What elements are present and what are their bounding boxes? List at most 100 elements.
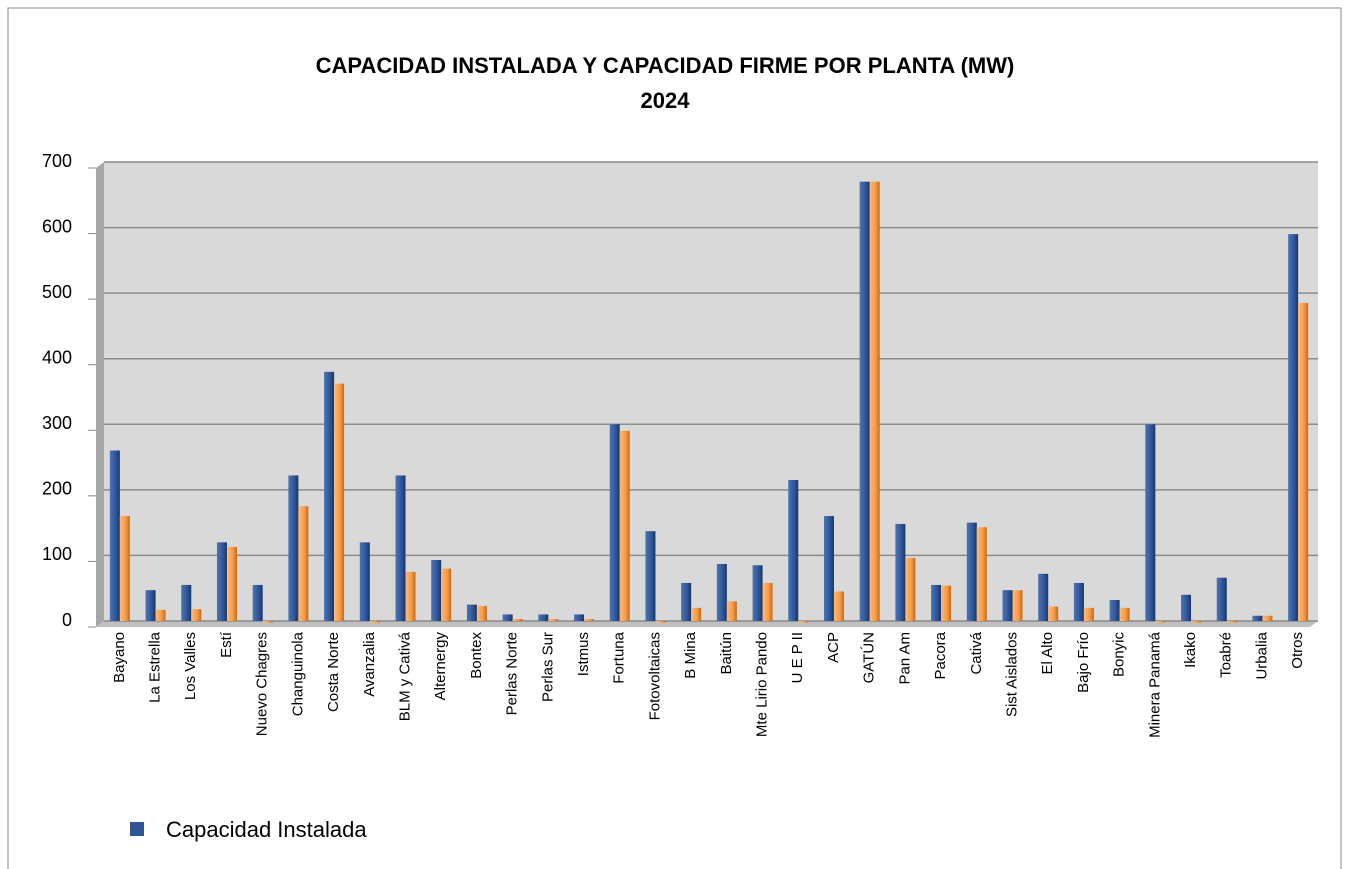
bar bbox=[726, 601, 737, 621]
bar bbox=[359, 542, 370, 621]
bar bbox=[181, 584, 192, 621]
x-tick-label: Bajo Frío bbox=[1075, 632, 1092, 693]
bar bbox=[869, 181, 880, 621]
y-tick-label: 600 bbox=[42, 216, 72, 236]
bar bbox=[976, 527, 987, 621]
x-tick-label: BLM y Cativá bbox=[396, 631, 413, 721]
y-tick-label: 500 bbox=[42, 282, 72, 302]
y-tick-label: 200 bbox=[42, 479, 72, 499]
floor bbox=[96, 621, 1318, 627]
bar bbox=[431, 560, 442, 621]
bar bbox=[324, 371, 335, 621]
bar bbox=[1298, 302, 1309, 621]
y-tick-label: 300 bbox=[42, 413, 72, 433]
bar bbox=[1252, 615, 1263, 621]
bar bbox=[1191, 621, 1202, 623]
bar bbox=[752, 565, 763, 621]
plot-area bbox=[104, 162, 1318, 621]
bar bbox=[1109, 600, 1120, 621]
bar bbox=[619, 430, 630, 621]
bar bbox=[502, 614, 513, 621]
bar bbox=[584, 619, 595, 621]
bar bbox=[262, 621, 273, 623]
x-tick-label: Changuinola bbox=[289, 631, 306, 716]
bar bbox=[681, 582, 692, 621]
x-tick-label: La Estrella bbox=[147, 631, 164, 703]
bar bbox=[252, 584, 263, 621]
bar bbox=[655, 621, 666, 623]
bar bbox=[1216, 577, 1227, 621]
y-tick-label: 100 bbox=[42, 544, 72, 564]
bar bbox=[548, 619, 559, 621]
bar bbox=[145, 590, 156, 621]
bar bbox=[191, 609, 202, 621]
x-tick-label: Nuevo Chagres bbox=[254, 632, 271, 736]
bar bbox=[1002, 590, 1013, 621]
bar bbox=[691, 607, 702, 621]
y-tick-label: 0 bbox=[62, 610, 72, 630]
x-tick-label: Pacora bbox=[932, 631, 949, 679]
legend-swatch bbox=[130, 822, 144, 836]
y-tick-label: 700 bbox=[42, 151, 72, 171]
bar bbox=[1012, 590, 1023, 621]
x-tick-label: Estí bbox=[218, 631, 235, 658]
x-tick-label: Pan Am bbox=[896, 632, 913, 685]
x-tick-label: El Alto bbox=[1039, 632, 1056, 675]
x-tick-label: Otros bbox=[1289, 632, 1306, 669]
x-tick-label: GATÚN bbox=[861, 632, 878, 683]
x-tick-label: Alternergy bbox=[432, 632, 449, 701]
x-tick-label: Mte Lirio Pando bbox=[754, 632, 771, 737]
bar bbox=[905, 558, 916, 621]
bar bbox=[823, 516, 834, 621]
bar bbox=[466, 604, 477, 621]
bar bbox=[1226, 621, 1237, 623]
bar bbox=[1155, 621, 1166, 623]
bar bbox=[226, 546, 237, 621]
bar bbox=[441, 568, 452, 621]
x-tick-label: Sist Aislados bbox=[1003, 632, 1020, 717]
bar bbox=[109, 450, 120, 621]
bar bbox=[716, 563, 727, 621]
bar bbox=[798, 621, 809, 623]
bar bbox=[1119, 607, 1130, 621]
chart-title: 2024 bbox=[641, 88, 691, 113]
bar bbox=[1048, 606, 1059, 621]
y-tick-label: 400 bbox=[42, 347, 72, 367]
bar bbox=[895, 523, 906, 621]
bar bbox=[298, 506, 309, 621]
legend-label: Capacidad Instalada bbox=[166, 817, 367, 842]
bar bbox=[1073, 582, 1084, 621]
bar bbox=[788, 480, 799, 621]
x-tick-label: Costa Norte bbox=[325, 632, 342, 712]
bar bbox=[405, 571, 416, 621]
bar bbox=[1083, 607, 1094, 621]
chart-title: CAPACIDAD INSTALADA Y CAPACIDAD FIRME PO… bbox=[316, 53, 1015, 78]
bar bbox=[369, 621, 380, 623]
x-tick-label: Istmus bbox=[575, 632, 592, 676]
x-tick-label: Bayano bbox=[111, 632, 128, 683]
bar bbox=[1262, 615, 1273, 621]
x-tick-label: Perlas Norte bbox=[504, 632, 521, 715]
bar bbox=[833, 591, 844, 621]
x-tick-label: Perlas Sur bbox=[539, 632, 556, 702]
x-tick-label: Avanzalia bbox=[361, 631, 378, 696]
bar bbox=[1038, 573, 1049, 621]
bar bbox=[1145, 424, 1156, 621]
bar bbox=[574, 614, 585, 621]
x-tick-label: B Mina bbox=[682, 631, 699, 678]
x-tick-label: Baitún bbox=[718, 632, 735, 675]
x-tick-label: Fotovoltaicas bbox=[646, 632, 663, 720]
bar bbox=[941, 585, 952, 621]
x-tick-label: Los Valles bbox=[182, 632, 199, 700]
x-tick-label: U E P II bbox=[789, 632, 806, 683]
bar bbox=[395, 475, 406, 621]
bar bbox=[476, 605, 487, 621]
x-tick-label: Cativá bbox=[968, 631, 985, 674]
x-tick-label: Fortuna bbox=[611, 631, 628, 683]
x-tick-label: Ikako bbox=[1182, 632, 1199, 668]
side-wall bbox=[96, 162, 104, 627]
bar bbox=[859, 181, 870, 621]
bar bbox=[216, 542, 227, 621]
bar bbox=[1288, 234, 1299, 621]
